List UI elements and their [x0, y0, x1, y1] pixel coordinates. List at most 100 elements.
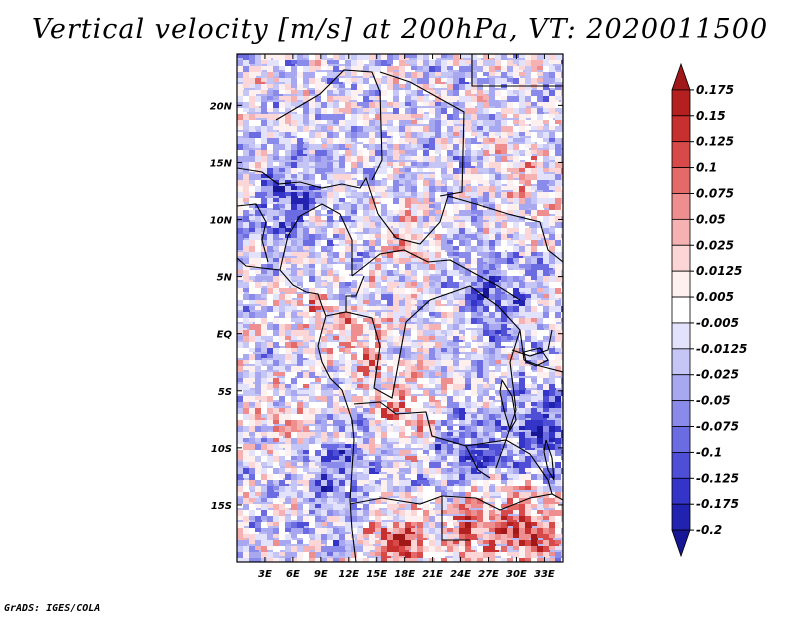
field-cell: [405, 204, 412, 208]
field-cell: [519, 210, 529, 216]
field-cell: [243, 264, 250, 270]
field-cell: [537, 294, 547, 298]
field-cell: [549, 300, 556, 306]
field-cell: [507, 162, 514, 168]
field-cell: [537, 264, 544, 270]
field-cell: [519, 342, 529, 348]
field-cell: [279, 456, 286, 462]
field-cell: [321, 372, 328, 376]
field-cell: [357, 540, 364, 544]
field-cell: [375, 288, 382, 294]
field-cell: [507, 306, 514, 312]
field-cell: [483, 282, 490, 288]
field-cell: [495, 174, 502, 180]
field-cell: [285, 72, 295, 78]
field-cell: [513, 300, 523, 304]
field-cell: [267, 456, 274, 462]
field-cell: [387, 264, 397, 270]
field-cell: [411, 312, 421, 318]
field-cell: [555, 414, 563, 418]
field-cell: [549, 468, 559, 474]
field-cell: [327, 534, 334, 540]
field-cell: [369, 312, 379, 318]
field-cell: [471, 384, 478, 390]
field-cell: [255, 168, 265, 174]
field-cell: [303, 144, 313, 148]
field-cell: [531, 222, 538, 228]
field-cell: [393, 468, 403, 472]
field-cell: [363, 540, 373, 546]
field-cell: [513, 432, 523, 436]
field-cell: [519, 468, 526, 474]
field-cell: [297, 480, 307, 484]
field-cell: [375, 132, 385, 138]
field-cell: [531, 198, 541, 204]
field-cell: [351, 336, 358, 342]
field-cell: [399, 114, 409, 120]
field-cell: [459, 468, 466, 474]
field-cell: [315, 264, 322, 270]
field-cell: [549, 432, 556, 438]
field-cell: [483, 378, 493, 382]
field-cell: [315, 210, 322, 216]
field-cell: [267, 96, 277, 100]
field-cell: [351, 324, 361, 330]
field-cell: [309, 114, 319, 120]
field-cell: [363, 222, 373, 228]
field-cell: [327, 294, 337, 298]
field-cell: [471, 450, 478, 454]
field-cell: [525, 192, 535, 198]
field-cell: [285, 114, 292, 120]
field-cell: [411, 420, 421, 426]
field-cell: [441, 522, 448, 526]
field-cell: [333, 390, 340, 394]
field-cell: [549, 390, 559, 396]
field-cell: [327, 174, 334, 180]
field-cell: [453, 516, 463, 520]
field-cell: [537, 450, 544, 456]
field-cell: [393, 546, 400, 552]
field-cell: [531, 318, 538, 322]
field-cell: [387, 504, 397, 510]
field-cell: [549, 204, 556, 210]
field-cell: [333, 414, 340, 420]
field-cell: [249, 426, 256, 432]
field-cell: [435, 222, 442, 228]
field-cell: [543, 522, 553, 528]
field-cell: [399, 558, 409, 562]
field-cell: [297, 522, 304, 528]
field-cell: [345, 138, 355, 144]
field-cell: [435, 384, 445, 388]
field-cell: [405, 168, 412, 172]
field-cell: [363, 330, 370, 334]
field-cell: [237, 108, 247, 114]
field-cell: [483, 456, 493, 462]
field-cell: [243, 270, 250, 276]
field-cell: [387, 390, 394, 396]
field-cell: [249, 84, 259, 88]
field-cell: [261, 306, 268, 312]
field-cell: [495, 318, 502, 322]
field-cell: [375, 426, 385, 432]
field-cell: [285, 444, 292, 450]
field-cell: [531, 360, 541, 364]
field-cell: [501, 186, 508, 190]
field-cell: [555, 72, 562, 78]
field-cell: [351, 138, 361, 142]
field-cell: [423, 546, 430, 552]
field-cell: [411, 474, 421, 480]
field-cell: [411, 90, 421, 96]
field-cell: [471, 288, 478, 294]
field-cell: [321, 288, 331, 294]
field-cell: [483, 516, 490, 522]
field-cell: [267, 126, 277, 132]
field-cell: [249, 342, 256, 348]
field-cell: [549, 144, 556, 150]
field-cell: [321, 180, 331, 186]
field-cell: [423, 432, 433, 438]
field-cell: [381, 282, 391, 286]
field-cell: [243, 528, 250, 534]
field-cell: [315, 378, 322, 382]
field-cell: [477, 468, 487, 472]
field-cell: [279, 336, 289, 342]
